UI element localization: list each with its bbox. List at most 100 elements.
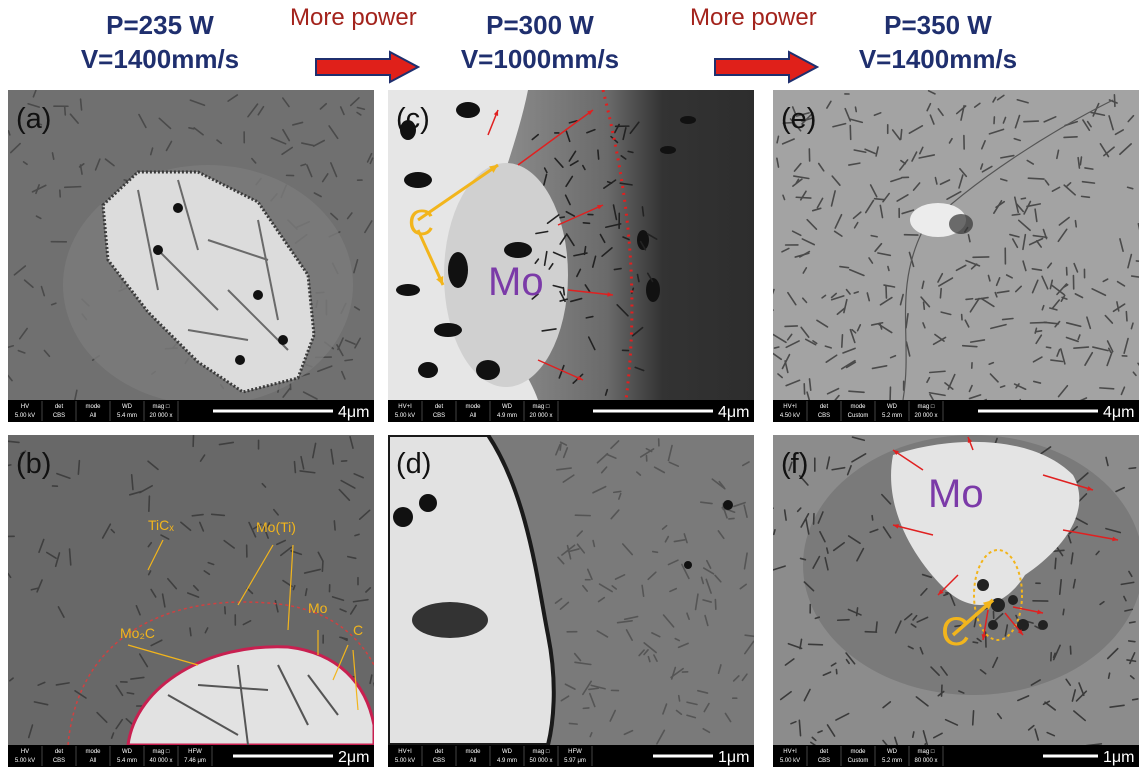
info-value: 5.00 kV xyxy=(395,758,415,764)
info-key: mag □ xyxy=(153,749,170,755)
precipitate xyxy=(1082,196,1090,197)
info-value: 4.9 mm xyxy=(497,758,517,764)
info-key: WD xyxy=(502,404,513,410)
precipitate xyxy=(913,732,914,737)
pore xyxy=(253,290,263,300)
panel-label: (d) xyxy=(396,448,431,480)
speed: V=1000mm/s xyxy=(420,42,660,76)
scale-label: 4μm xyxy=(1103,404,1134,421)
carbon xyxy=(1008,595,1018,605)
pore xyxy=(393,507,413,527)
micrograph: (c)CMoHV+I5.00 kVdetCBSmodeAllWD4.9 mmma… xyxy=(388,90,754,422)
precipitate xyxy=(872,516,873,520)
precipitate xyxy=(1100,388,1114,389)
info-value: 4.9 mm xyxy=(497,413,517,419)
info-value: 20 000 x xyxy=(914,413,937,419)
carbon xyxy=(1038,620,1048,630)
info-value: CBS xyxy=(433,413,445,419)
info-key: WD xyxy=(502,749,513,755)
column-header: P=235 WV=1400mm/s xyxy=(40,8,280,76)
precipitate xyxy=(560,217,564,218)
precipitate xyxy=(189,128,194,129)
info-value: 20 000 x xyxy=(529,413,552,419)
info-key: HFW xyxy=(188,749,202,755)
info-key: det xyxy=(435,404,444,410)
precipitate xyxy=(679,696,680,701)
info-value: All xyxy=(470,758,477,764)
carbon xyxy=(977,579,989,591)
info-value: 4.50 kV xyxy=(780,413,800,419)
precipitate xyxy=(1012,214,1020,215)
carbon xyxy=(991,598,1005,612)
info-value: 7.46 μm xyxy=(184,758,206,764)
precipitate xyxy=(1130,622,1135,623)
power: P=235 W xyxy=(40,8,280,42)
info-value: All xyxy=(90,758,97,764)
precipitate xyxy=(334,521,335,530)
dark-phase xyxy=(418,362,438,378)
precipitate xyxy=(888,267,889,271)
precipitate xyxy=(785,326,797,327)
precipitate xyxy=(642,207,643,216)
precipitate xyxy=(809,644,823,645)
info-value: 5.00 kV xyxy=(780,758,800,764)
precipitate xyxy=(1064,137,1077,138)
precipitate xyxy=(857,608,858,616)
red-arrow xyxy=(314,50,420,84)
info-value: 5.00 kV xyxy=(395,413,415,419)
info-value: 5.00 kV xyxy=(15,413,35,419)
info-key: mode xyxy=(850,749,866,755)
precipitate xyxy=(190,628,191,636)
info-value: 5.00 kV xyxy=(15,758,35,764)
precipitate xyxy=(78,461,79,474)
micrograph: (e)HV+I4.50 kVdetCBSmodeCustomWD5.2 mmma… xyxy=(773,90,1139,422)
scale-label: 2μm xyxy=(338,749,369,766)
info-key: HV xyxy=(21,404,29,410)
dark-phase xyxy=(404,172,432,188)
scale-label: 1μm xyxy=(718,749,749,766)
info-key: det xyxy=(820,404,829,410)
info-key: HV+I xyxy=(783,749,797,755)
info-key: det xyxy=(55,749,64,755)
pore xyxy=(173,203,183,213)
precipitate xyxy=(1133,699,1138,700)
info-key: HV+I xyxy=(398,749,412,755)
precipitate xyxy=(1109,673,1110,678)
precipitate xyxy=(628,151,633,152)
info-key: HV+I xyxy=(398,404,412,410)
scale-label: 4μm xyxy=(338,404,369,421)
info-key: det xyxy=(55,404,64,410)
annotation: Mo xyxy=(308,600,328,616)
precipitate xyxy=(842,335,843,347)
dark-phase xyxy=(476,360,500,380)
info-key: det xyxy=(435,749,444,755)
info-value: 20 000 x xyxy=(149,413,172,419)
image xyxy=(388,435,754,745)
annotation: C xyxy=(408,202,434,243)
red-arrow xyxy=(713,50,819,84)
pore xyxy=(723,500,733,510)
power: P=350 W xyxy=(818,8,1058,42)
panel-label: (f) xyxy=(781,448,808,480)
precipitate xyxy=(81,99,82,110)
precipitate xyxy=(583,223,589,224)
micrograph: (f)MoCHV+I5.00 kVdetCBSmodeCustomWD5.2 m… xyxy=(773,435,1139,767)
speed: V=1400mm/s xyxy=(40,42,280,76)
panel-label: (c) xyxy=(396,103,430,135)
precipitate xyxy=(774,530,775,535)
precipitate xyxy=(1075,221,1076,227)
carbon xyxy=(988,620,998,630)
precipitate xyxy=(563,288,564,295)
micrograph: (b)TiCₓMo(Ti)MoMo₂CCHV5.00 kVdetCBSmodeA… xyxy=(8,435,374,767)
precipitate xyxy=(775,347,779,348)
precipitate xyxy=(1126,312,1127,321)
precipitate xyxy=(815,617,819,618)
pore xyxy=(684,561,692,569)
panel-label: (e) xyxy=(781,103,816,135)
pore xyxy=(153,245,163,255)
precipitate xyxy=(876,622,877,632)
precipitate xyxy=(940,289,941,298)
image xyxy=(8,435,374,751)
info-value: 5.97 μm xyxy=(564,758,586,764)
annotation: Mo xyxy=(928,472,984,516)
